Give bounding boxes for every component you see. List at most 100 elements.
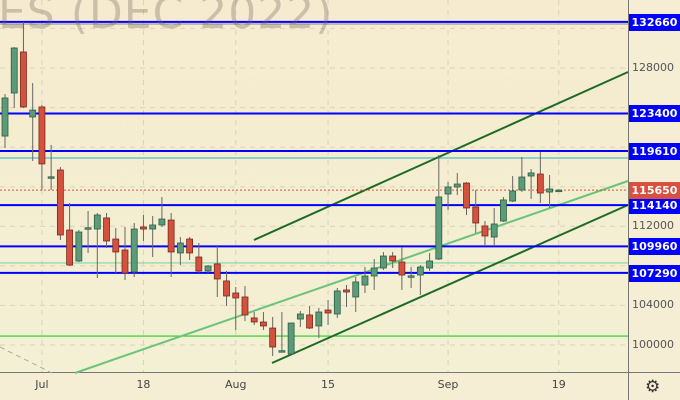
corner bbox=[629, 373, 680, 400]
candle bbox=[93, 213, 101, 278]
candle-body bbox=[112, 238, 120, 253]
candle-body bbox=[176, 242, 184, 254]
candle bbox=[167, 213, 175, 278]
candle bbox=[121, 226, 129, 280]
channel-upper-line bbox=[253, 71, 629, 241]
candle-body bbox=[536, 173, 544, 194]
candle-body bbox=[223, 280, 230, 297]
candle-body bbox=[426, 260, 433, 269]
candle-body bbox=[75, 231, 83, 262]
candle bbox=[149, 215, 157, 258]
candle bbox=[204, 265, 212, 273]
candle bbox=[176, 237, 184, 266]
candle-body bbox=[149, 224, 157, 230]
candle-body bbox=[546, 188, 553, 193]
candle-body bbox=[269, 327, 277, 348]
candle bbox=[130, 222, 138, 278]
candle-body bbox=[555, 189, 563, 193]
candle bbox=[324, 299, 332, 325]
current-price-label: 115650 bbox=[629, 182, 680, 200]
candle-body bbox=[93, 214, 101, 230]
level-price-label: 132660 bbox=[629, 13, 680, 31]
candle bbox=[195, 242, 203, 273]
candle bbox=[260, 312, 267, 331]
candle bbox=[296, 311, 304, 327]
candle bbox=[481, 221, 489, 247]
candle-body bbox=[481, 225, 489, 237]
candle bbox=[352, 277, 360, 313]
candle bbox=[426, 252, 433, 271]
candle bbox=[389, 251, 397, 268]
candle-body bbox=[296, 313, 304, 320]
candle bbox=[250, 312, 258, 325]
candle bbox=[75, 230, 83, 262]
candle-body bbox=[490, 223, 498, 238]
candle-body bbox=[500, 199, 507, 222]
candle bbox=[10, 47, 18, 108]
candle-body bbox=[213, 263, 221, 280]
candle bbox=[343, 285, 350, 307]
candle-body bbox=[20, 51, 27, 108]
candle bbox=[29, 83, 37, 161]
level-price-label: 107290 bbox=[629, 264, 680, 282]
candle-body bbox=[453, 183, 461, 188]
candle-body bbox=[416, 266, 424, 276]
candle bbox=[546, 175, 553, 208]
candle-body bbox=[370, 267, 378, 277]
candle-body bbox=[527, 172, 535, 177]
candle-body bbox=[260, 321, 267, 327]
candle-body bbox=[250, 317, 258, 323]
candle bbox=[278, 312, 286, 353]
candle-body bbox=[407, 275, 415, 278]
candle bbox=[47, 144, 55, 190]
candle bbox=[223, 270, 230, 306]
trend-line bbox=[74, 180, 629, 374]
candle bbox=[380, 251, 387, 270]
candle-body bbox=[103, 217, 110, 242]
candle-body bbox=[29, 109, 37, 118]
candle-body bbox=[1, 97, 9, 137]
candle bbox=[241, 286, 249, 322]
candle-body bbox=[186, 238, 194, 254]
candle bbox=[370, 258, 378, 290]
candle bbox=[444, 181, 452, 211]
candle bbox=[287, 322, 295, 355]
candle bbox=[186, 237, 194, 260]
candle bbox=[84, 211, 92, 253]
x-tick-label: Sep bbox=[437, 378, 459, 391]
candle-body bbox=[306, 314, 313, 329]
channel-lower-line bbox=[271, 204, 629, 364]
candle-body bbox=[232, 292, 240, 299]
candle bbox=[472, 189, 480, 233]
candle-body bbox=[324, 309, 332, 314]
candle-body bbox=[380, 255, 387, 269]
level-price-label: 109960 bbox=[629, 238, 680, 256]
gear-icon[interactable]: ⚙ bbox=[645, 377, 661, 397]
y-tick-label: 104000 bbox=[632, 298, 674, 312]
y-tick-label: 100000 bbox=[632, 337, 674, 351]
candle-body bbox=[389, 255, 397, 262]
x-tick-label: Jul bbox=[35, 378, 49, 391]
candle-body bbox=[38, 106, 46, 165]
candle bbox=[490, 207, 498, 245]
candle-body bbox=[84, 227, 92, 230]
candle-body bbox=[241, 296, 249, 316]
trend-line-dashed bbox=[0, 346, 53, 374]
level-price-label: 114140 bbox=[629, 197, 680, 215]
time-axis-background bbox=[0, 372, 628, 400]
candle-body bbox=[47, 176, 55, 179]
x-tick-label: 15 bbox=[321, 378, 336, 391]
candle-body bbox=[158, 218, 166, 226]
candle bbox=[536, 151, 544, 204]
candle-body bbox=[509, 190, 517, 202]
candle bbox=[509, 176, 517, 203]
candle bbox=[112, 228, 120, 273]
candle bbox=[453, 172, 461, 196]
candle-body bbox=[398, 261, 406, 276]
candle bbox=[66, 203, 74, 267]
candle-body bbox=[333, 290, 341, 315]
candle-body bbox=[66, 229, 74, 266]
level-price-label: 123400 bbox=[629, 105, 680, 123]
candle bbox=[56, 167, 64, 241]
